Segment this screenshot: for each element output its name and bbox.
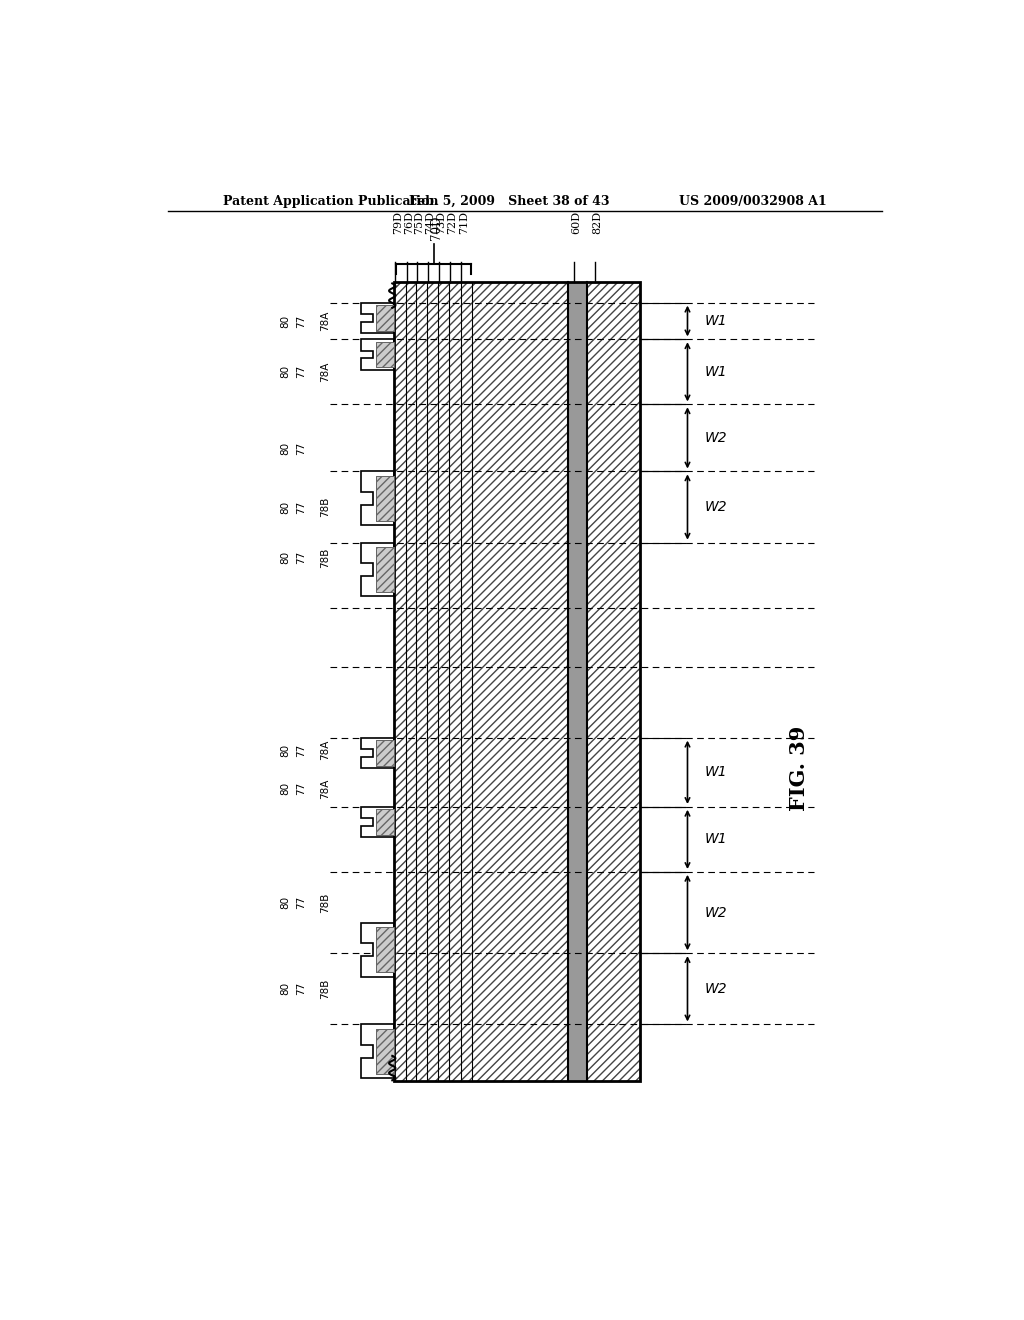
Text: 78B: 78B [319,892,330,912]
Text: 77: 77 [296,314,306,327]
Text: 76D: 76D [403,211,414,234]
Text: 77: 77 [296,896,306,909]
Text: 77: 77 [296,366,306,379]
Text: 77: 77 [296,781,306,795]
Text: Feb. 5, 2009   Sheet 38 of 43: Feb. 5, 2009 Sheet 38 of 43 [409,194,609,207]
Polygon shape [376,546,394,593]
Text: 78A: 78A [319,362,330,381]
Polygon shape [376,741,394,766]
Text: W1: W1 [705,364,728,379]
Text: 77: 77 [296,552,306,565]
Text: 78B: 78B [319,496,330,517]
Text: W2: W2 [705,500,728,513]
Text: W2: W2 [705,430,728,445]
Polygon shape [376,475,394,521]
Bar [587,282,640,1081]
Text: 77: 77 [296,441,306,454]
Text: 78A: 78A [319,779,330,799]
Bar [394,282,473,1081]
Polygon shape [360,543,394,597]
Polygon shape [376,342,394,367]
Text: W1: W1 [705,833,728,846]
Bar [394,282,640,1081]
Text: 78A: 78A [319,310,330,331]
Text: 72D: 72D [447,211,458,234]
Polygon shape [376,1028,394,1074]
Polygon shape [360,923,394,977]
Text: 60D: 60D [571,210,582,234]
Bar [568,282,587,1081]
Text: 80: 80 [281,552,290,565]
Polygon shape [360,1024,394,1078]
Text: 82D: 82D [592,210,602,234]
Polygon shape [376,927,394,973]
Polygon shape [360,738,394,768]
Text: 80: 80 [281,781,290,795]
Text: 80: 80 [281,441,290,454]
Text: 80: 80 [281,896,290,909]
Polygon shape [376,809,394,836]
Text: 79D: 79D [393,211,402,234]
Polygon shape [360,471,394,525]
Text: 77: 77 [296,500,306,513]
Bar [473,282,568,1081]
Polygon shape [360,339,394,370]
Text: 80: 80 [281,366,290,379]
Bar [473,282,568,1081]
Text: Patent Application Publication: Patent Application Publication [223,194,438,207]
Polygon shape [360,807,394,837]
Text: 71D: 71D [459,211,469,234]
Polygon shape [376,305,394,331]
Text: 74D: 74D [425,211,435,234]
Text: W2: W2 [705,982,728,995]
Bar [587,282,640,1081]
Text: W2: W2 [705,906,728,920]
Text: 78B: 78B [319,978,330,999]
Text: FIG. 39: FIG. 39 [788,726,809,810]
Polygon shape [360,302,394,333]
Text: 73D: 73D [436,211,446,234]
Bar [394,282,473,1081]
Text: 70D: 70D [430,215,443,240]
Text: 77: 77 [296,743,306,756]
Text: US 2009/0032908 A1: US 2009/0032908 A1 [679,194,826,207]
Text: 75D: 75D [415,211,424,234]
Text: 80: 80 [281,500,290,513]
Bar [394,282,640,1081]
Text: 78A: 78A [319,739,330,760]
Text: 80: 80 [281,743,290,756]
Text: 80: 80 [281,314,290,327]
Text: 78B: 78B [319,548,330,568]
Text: 77: 77 [296,982,306,995]
Text: W1: W1 [705,766,728,779]
Text: W1: W1 [705,314,728,329]
Text: 80: 80 [281,982,290,995]
